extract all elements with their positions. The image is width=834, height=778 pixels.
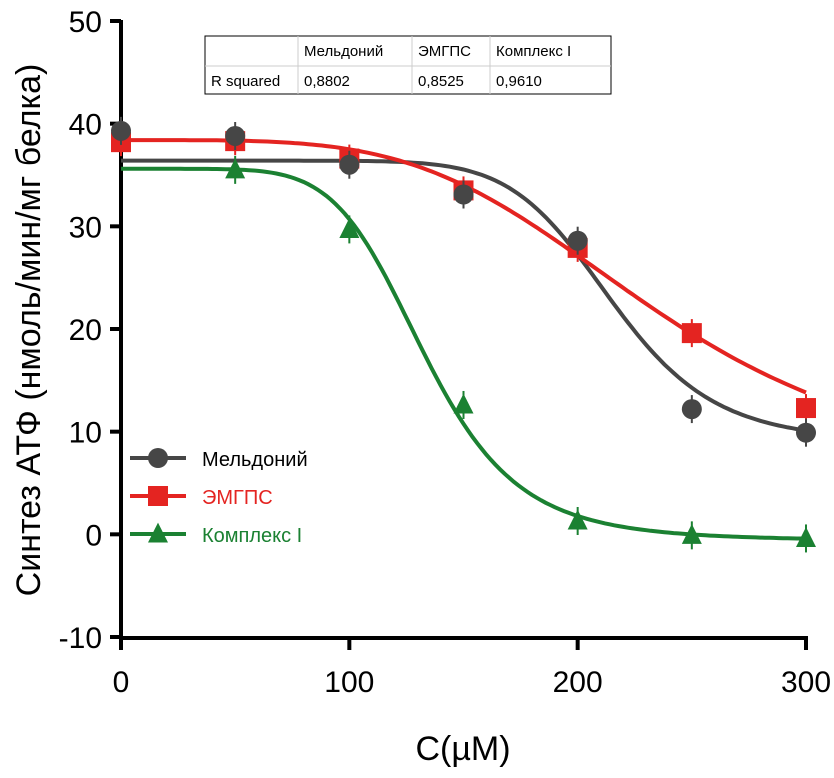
y-tick-label: 20 <box>69 314 102 347</box>
data-point <box>111 120 131 141</box>
data-point <box>796 527 816 547</box>
fit-curve <box>121 166 807 541</box>
legend-marker <box>148 486 168 506</box>
y-tick-label: 40 <box>69 109 102 142</box>
y-axis-title: Синтез АТФ (нмоль/мин/мг белка) <box>10 64 48 597</box>
data-point <box>567 509 588 530</box>
data-point <box>453 393 474 414</box>
data-point <box>339 154 360 175</box>
data-point <box>796 422 816 443</box>
y-tick-label: 30 <box>69 211 102 244</box>
legend-marker <box>148 522 168 543</box>
data-point <box>681 399 702 420</box>
data-points <box>111 116 816 553</box>
table-border <box>204 35 612 95</box>
table-cell: R squared <box>211 73 280 90</box>
table-cell: 0,8802 <box>304 73 350 90</box>
x-ticks: 0 100 200 300 <box>113 638 831 699</box>
y-tick-label: 50 <box>69 6 102 39</box>
axes <box>119 20 808 640</box>
x-axis-title: C(µM) <box>415 730 510 768</box>
legend-label: Мельдоний <box>202 449 308 471</box>
data-point <box>225 125 246 146</box>
data-point <box>567 230 588 251</box>
x-tick-label: 100 <box>324 666 374 699</box>
x-tick-label: 300 <box>781 666 831 699</box>
y-tick-label: 0 <box>85 519 102 552</box>
table-header-cell: ЭМГПС <box>418 43 471 60</box>
legend-label: ЭМГПС <box>202 487 273 509</box>
table-header-cell: Комплекс I <box>496 43 571 60</box>
table-cell: 0,8525 <box>418 73 464 90</box>
y-tick-label: 10 <box>69 417 102 450</box>
x-tick-label: 200 <box>553 666 603 699</box>
data-point <box>339 218 360 238</box>
r-squared-table: Мельдоний ЭМГПС Комплекс I R squared 0,8802 0… <box>204 35 612 95</box>
y-tick-label: -10 <box>59 622 102 655</box>
x-tick-label: 0 <box>113 666 130 699</box>
y-ticks: -10 0 10 20 30 40 50 <box>59 6 121 655</box>
table-cell: 0,9610 <box>496 73 542 90</box>
data-point <box>681 323 702 344</box>
legend-marker <box>148 448 168 468</box>
legend-label: Комплекс I <box>202 525 302 547</box>
data-point <box>453 184 474 205</box>
legend: Мельдоний ЭМГПС Комплекс I <box>130 448 308 547</box>
data-point <box>225 158 246 179</box>
table-header-cell: Мельдоний <box>304 43 383 60</box>
data-point <box>796 398 816 419</box>
data-point <box>681 523 702 544</box>
